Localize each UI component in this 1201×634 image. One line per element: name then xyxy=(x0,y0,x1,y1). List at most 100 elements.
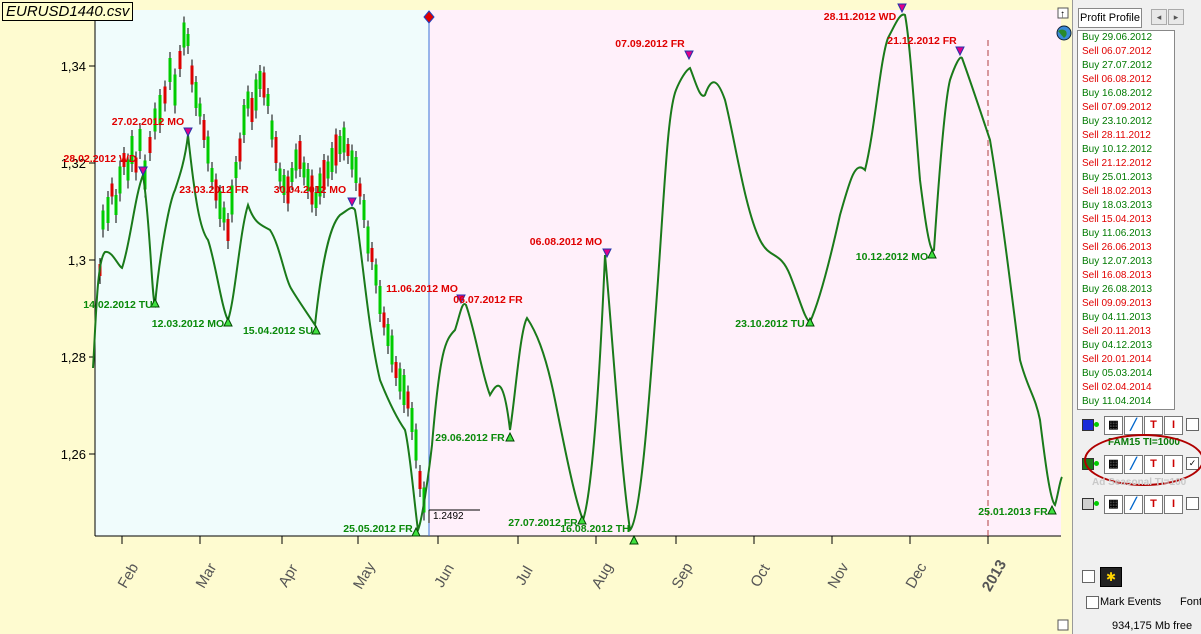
x-tick-label: Oct xyxy=(747,561,774,590)
current-date-marker xyxy=(423,10,435,24)
sell-marker-icon xyxy=(955,46,965,57)
table-icon[interactable]: ▦ xyxy=(1104,495,1123,514)
signal-list-item[interactable]: Buy 04.11.2013 xyxy=(1082,312,1152,323)
signal-list-item[interactable]: Sell 15.04.2013 xyxy=(1082,214,1152,225)
chart-scroll-down[interactable] xyxy=(1057,619,1069,631)
nav-right-icon[interactable]: ▸ xyxy=(1168,9,1184,25)
signal-list-item[interactable]: Sell 06.07.2012 xyxy=(1082,46,1152,57)
signal-list-item[interactable]: Buy 25.01.2013 xyxy=(1082,172,1153,183)
color-swatch[interactable] xyxy=(1082,498,1094,510)
x-tick-label: Aug xyxy=(588,560,616,592)
signal-list-item[interactable]: Sell 21.12.2012 xyxy=(1082,158,1152,169)
settings-icon[interactable]: ✱ xyxy=(1100,567,1122,587)
x-tick-label: Jul xyxy=(512,563,536,588)
y-tick-label: 1,32 xyxy=(61,156,86,171)
text-tool-icon[interactable]: T xyxy=(1144,495,1163,514)
future-region xyxy=(429,10,1061,536)
chart-area[interactable]: 1,34 1,32 1,3 1,28 1,26 Feb Mar Apr May Jun Jul Au… xyxy=(0,0,1072,634)
file-title: EURUSD1440.csv xyxy=(2,2,134,21)
signal-list-item[interactable]: Buy 04.12.2013 xyxy=(1082,340,1153,351)
signal-list-item[interactable]: Sell 26.06.2013 xyxy=(1082,242,1152,253)
signal-list-item[interactable]: Buy 10.12.2012 xyxy=(1082,144,1153,155)
buy-signal-label: 14.02.2012 TU xyxy=(83,299,152,311)
sell-signal-label: 06.07.2012 FR xyxy=(453,294,523,306)
table-icon[interactable]: ▦ xyxy=(1104,416,1123,435)
signal-list-item[interactable]: Buy 23.10.2012 xyxy=(1082,116,1153,127)
signal-list-item[interactable]: Buy 12.07.2013 xyxy=(1082,256,1153,267)
signal-list-item[interactable]: Buy 29.06.2012 xyxy=(1082,32,1153,43)
signal-list-item[interactable]: Buy 27.07.2012 xyxy=(1082,60,1153,71)
buy-marker-icon xyxy=(223,316,233,327)
y-tick-label: 1,34 xyxy=(61,59,86,74)
signal-list-item[interactable]: Sell 20.11.2013 xyxy=(1082,326,1151,337)
buy-signal-label: 15.04.2012 SU xyxy=(243,325,313,337)
buy-signal-label: 25.05.2012 FR xyxy=(343,523,413,535)
line-tool-icon[interactable]: ╱ xyxy=(1124,495,1143,514)
x-tick-label: Dec xyxy=(902,560,930,592)
buy-signal-label: 10.12.2012 MO xyxy=(856,251,928,263)
sell-marker-icon xyxy=(183,127,193,138)
signal-list-item[interactable]: Buy 11.04.2014 xyxy=(1082,396,1152,407)
highlight-ellipse xyxy=(1084,434,1201,486)
sell-signal-label: 28.02.2012 WD xyxy=(64,153,137,165)
signal-list-item[interactable]: Buy 18.03.2013 xyxy=(1082,200,1153,211)
y-tick-label: 1,3 xyxy=(68,253,86,268)
tab-profit-profile[interactable]: Profit Profile xyxy=(1078,8,1142,28)
x-tick-label: Jun xyxy=(431,561,458,590)
sell-marker-icon xyxy=(602,248,612,259)
buy-signal-label: 29.06.2012 FR xyxy=(435,432,505,444)
cursor-tool-icon[interactable]: I xyxy=(1164,416,1183,435)
x-tick-label: Mar xyxy=(193,560,221,591)
buy-marker-icon xyxy=(150,297,160,308)
sell-signal-label: 28.11.2012 WD xyxy=(824,11,897,23)
signal-list-item[interactable]: Buy 11.06.2013 xyxy=(1082,228,1152,239)
signal-list-item[interactable]: Sell 07.09.2012 xyxy=(1082,102,1152,113)
text-tool-icon[interactable]: T xyxy=(1144,416,1163,435)
buy-signal-label: 16.08.2012 TH xyxy=(560,523,629,535)
x-tick-label: Sep xyxy=(668,560,696,592)
signal-list-item[interactable]: Buy 05.03.2014 xyxy=(1082,368,1153,379)
memory-status: 934,175 Mb free xyxy=(1112,620,1193,632)
sell-marker-icon xyxy=(684,50,694,61)
signal-list-item[interactable]: Sell 20.01.2014 xyxy=(1082,354,1152,365)
buy-marker-icon xyxy=(411,526,421,537)
font-label[interactable]: Font xyxy=(1180,596,1201,608)
x-tick-label: 2013 xyxy=(979,557,1010,594)
x-tick-label: May xyxy=(350,559,379,592)
signal-list-item[interactable]: Sell 28.11.2012 xyxy=(1082,130,1151,141)
status-dot xyxy=(1094,422,1099,427)
line-tool-icon[interactable]: ╱ xyxy=(1124,416,1143,435)
mark-events-checkbox[interactable] xyxy=(1086,596,1099,609)
buy-marker-icon xyxy=(505,431,515,442)
signal-list-item[interactable]: Buy 16.08.2012 xyxy=(1082,88,1153,99)
option-checkbox[interactable] xyxy=(1082,570,1095,583)
buy-marker-icon xyxy=(1047,504,1057,515)
signal-list-item[interactable]: Sell 16.08.2013 xyxy=(1082,270,1152,281)
sell-signal-label: 27.02.2012 MO xyxy=(112,116,184,128)
buy-marker-icon xyxy=(311,324,321,335)
nav-left-icon[interactable]: ◂ xyxy=(1151,9,1167,25)
cursor-tool-icon[interactable]: I xyxy=(1164,495,1183,514)
x-tick-label: Feb xyxy=(115,560,143,591)
price-chart[interactable]: 1,34 1,32 1,3 1,28 1,26 Feb Mar Apr May Jun Jul Au… xyxy=(0,0,1072,634)
signal-list-item[interactable]: Buy 26.08.2013 xyxy=(1082,284,1153,295)
indicator-checkbox[interactable] xyxy=(1186,418,1199,431)
price-readout: 1.2492 xyxy=(433,511,464,522)
color-swatch[interactable] xyxy=(1082,419,1094,431)
buy-marker-icon xyxy=(577,514,587,525)
globe-icon[interactable] xyxy=(1056,25,1072,41)
indicator-checkbox[interactable] xyxy=(1186,497,1199,510)
signal-list-item[interactable]: Sell 18.02.2013 xyxy=(1082,186,1152,197)
signal-list-item[interactable]: Sell 06.08.2012 xyxy=(1082,74,1152,85)
buy-marker-icon xyxy=(629,534,639,545)
signal-list-item[interactable]: Sell 09.09.2013 xyxy=(1082,298,1152,309)
signal-list-item[interactable]: Sell 02.04.2014 xyxy=(1082,382,1152,393)
sell-marker-icon xyxy=(138,166,148,177)
sell-signal-label: 11.06.2012 MO xyxy=(386,283,458,295)
chart-scroll-up[interactable] xyxy=(1057,7,1069,19)
signal-list[interactable]: Buy 29.06.2012 Sell 06.07.2012 Buy 27.07.2… xyxy=(1077,30,1175,410)
buy-signal-label: 25.01.2013 FR xyxy=(978,506,1048,518)
x-tick-label: Nov xyxy=(824,560,852,592)
svg-text:↑: ↑ xyxy=(1060,9,1065,20)
side-panel: Profit Profile ◂ ▸ Buy 29.06.2012 Sell 06… xyxy=(1072,0,1201,634)
